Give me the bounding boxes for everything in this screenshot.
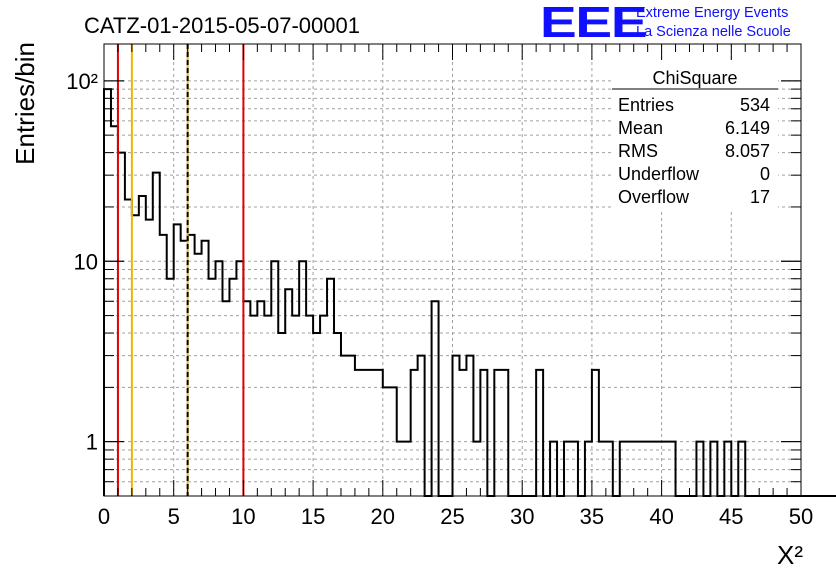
histogram-bin [236, 261, 243, 496]
histogram-bin [334, 333, 341, 496]
x-tick-label: 45 [719, 504, 743, 529]
histogram-bin [160, 235, 167, 496]
histogram-bin [459, 370, 466, 496]
stats-title: ChiSquare [652, 68, 737, 88]
histogram-bin [592, 370, 599, 496]
histogram-bin [480, 370, 487, 496]
y-tick-label: 10² [66, 69, 98, 94]
tick-labels: 0 5 10 15 20 25 30 35 40 45 50 1 10 10² [66, 69, 813, 529]
histogram-bin [104, 89, 111, 496]
y-tick-label: 1 [86, 430, 98, 455]
histogram-bin [348, 356, 355, 496]
stats-row-label: Underflow [618, 164, 700, 184]
stats-box: ChiSquare Entries 534 Mean 6.149 RMS 8.057 Unde… [612, 60, 778, 210]
histogram-bin [153, 173, 160, 496]
histogram-bin [174, 224, 181, 496]
chart-title: CATZ-01-2015-05-07-00001 [84, 13, 360, 38]
stats-row-label: Mean [618, 118, 663, 138]
histogram-bin [188, 235, 195, 496]
stats-row-value: 17 [750, 187, 770, 207]
y-tick-label: 10 [74, 249, 98, 274]
histogram-bin [494, 370, 501, 496]
histogram-bin [369, 370, 376, 496]
histogram-bin [222, 301, 229, 496]
stats-box-background [612, 60, 778, 210]
histogram-bin [313, 333, 320, 496]
histogram-bin [362, 370, 369, 496]
histogram-bars [103, 88, 836, 497]
histogram-bin [243, 301, 250, 496]
histogram-bin [418, 356, 425, 496]
reference-lines [116, 44, 245, 496]
histogram-bin [118, 153, 125, 496]
histogram-bin [271, 261, 278, 496]
axis-ticks [103, 44, 802, 496]
histogram-bin [432, 301, 439, 496]
histogram-bin [292, 316, 299, 496]
histogram-bin [411, 370, 418, 496]
histogram-bin [216, 261, 223, 496]
eee-logo-text: Extreme Energy Events La Scienza nelle S… [636, 4, 791, 42]
stats-row-value: 8.057 [725, 141, 770, 161]
histogram-bin [278, 333, 285, 496]
histogram-bin [299, 261, 306, 496]
histogram-bin [355, 370, 362, 496]
histogram-bin [376, 370, 383, 496]
histogram-outline [103, 88, 836, 497]
x-tick-label: 30 [510, 504, 534, 529]
logo-line-2: La Scienza nelle Scuole [636, 24, 791, 40]
stats-row-label: Overflow [618, 187, 690, 207]
stats-row-value: 6.149 [725, 118, 770, 138]
histogram-bin [453, 356, 460, 496]
histogram-bin [341, 356, 348, 496]
x-axis-label: X² [777, 540, 803, 570]
y-axis-label: Entries/bin [10, 42, 40, 165]
x-tick-label: 0 [98, 504, 110, 529]
x-tick-label: 20 [371, 504, 395, 529]
x-tick-label: 25 [440, 504, 464, 529]
logo-line-1: Extreme Energy Events [636, 5, 789, 21]
x-tick-label: 35 [580, 504, 604, 529]
histogram-bin [285, 289, 292, 496]
histogram-bin [250, 316, 257, 496]
histogram-bin [139, 196, 146, 496]
x-tick-label: 50 [789, 504, 813, 529]
eee-logo: EEE Extreme Energy Events La Scienza nel… [540, 0, 791, 47]
histogram-bin [257, 301, 264, 496]
histogram-bin [501, 370, 508, 496]
stats-row-value: 534 [740, 95, 770, 115]
histogram-bin [466, 356, 473, 496]
histogram-bin [306, 316, 313, 496]
histogram-bin [320, 316, 327, 496]
x-tick-label: 10 [231, 504, 255, 529]
histogram-bin [264, 316, 271, 496]
histogram-bin [125, 199, 132, 496]
x-tick-label: 5 [168, 504, 180, 529]
stats-row-value: 0 [760, 164, 770, 184]
histogram-bin [536, 370, 543, 496]
x-tick-label: 15 [301, 504, 325, 529]
histogram-bin [111, 126, 118, 496]
stats-row-label: Entries [618, 95, 674, 115]
x-tick-label: 40 [649, 504, 673, 529]
eee-logo-mark: EEE [540, 0, 648, 47]
stats-row-label: RMS [618, 141, 658, 161]
